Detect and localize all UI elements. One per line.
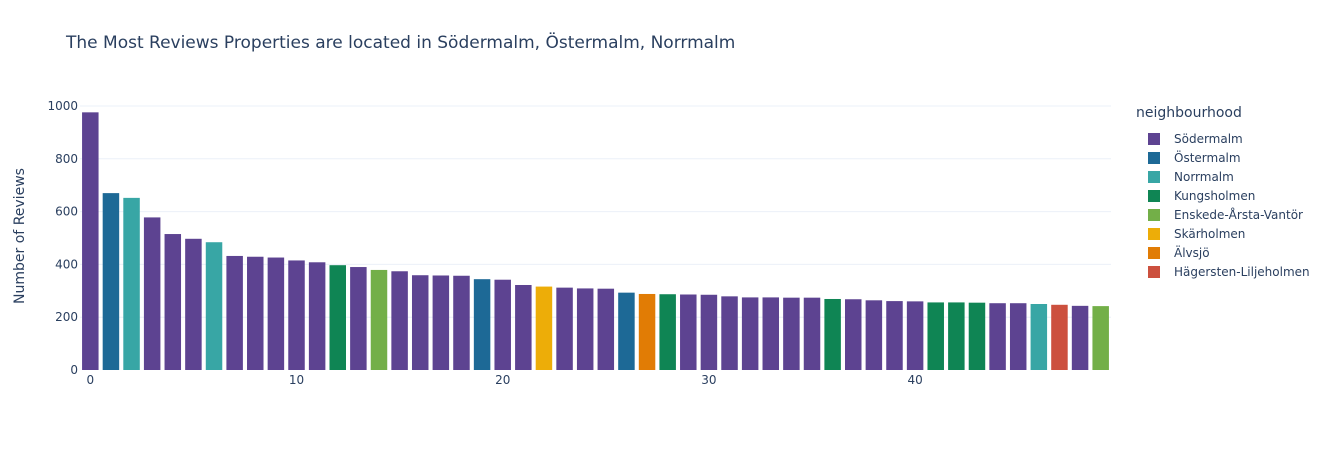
bar[interactable] bbox=[968, 302, 986, 370]
bar[interactable] bbox=[1051, 304, 1068, 370]
legend-swatch bbox=[1148, 246, 1160, 259]
bar[interactable] bbox=[659, 294, 676, 370]
x-tick-label: 30 bbox=[701, 373, 716, 387]
bar[interactable] bbox=[886, 301, 903, 370]
bar[interactable] bbox=[247, 256, 264, 370]
legend-swatch bbox=[1148, 227, 1160, 240]
bar[interactable] bbox=[205, 242, 223, 370]
legend-item[interactable]: Enskede-Årsta-Vantör bbox=[1136, 205, 1310, 224]
legend-label: Hägersten-Liljeholmen bbox=[1174, 264, 1310, 279]
bar[interactable] bbox=[865, 300, 883, 370]
bar[interactable] bbox=[123, 197, 140, 370]
bar[interactable] bbox=[845, 299, 862, 370]
y-tick-label: 400 bbox=[55, 257, 78, 271]
bar[interactable] bbox=[82, 112, 99, 370]
y-tick-label: 800 bbox=[55, 152, 78, 166]
bar[interactable] bbox=[494, 279, 511, 370]
bar[interactable] bbox=[370, 269, 388, 370]
x-tick-label: 0 bbox=[86, 373, 94, 387]
y-tick-label: 1000 bbox=[47, 99, 78, 113]
bar[interactable] bbox=[143, 217, 161, 370]
bar[interactable] bbox=[391, 271, 408, 370]
bar[interactable] bbox=[185, 238, 202, 370]
legend-label: Älvsjö bbox=[1174, 245, 1210, 260]
y-tick-label: 0 bbox=[70, 363, 78, 377]
legend-item[interactable]: Kungsholmen bbox=[1136, 186, 1310, 205]
legend: neighbourhood Södermalm Östermalm Norrmalm… bbox=[1136, 105, 1310, 281]
bar[interactable] bbox=[1030, 304, 1048, 370]
legend-title: neighbourhood bbox=[1136, 105, 1242, 121]
x-tick-label: 20 bbox=[495, 373, 510, 387]
bar[interactable] bbox=[453, 275, 470, 370]
bars bbox=[82, 112, 1109, 370]
legend-swatch bbox=[1148, 132, 1160, 145]
bar[interactable] bbox=[638, 293, 656, 370]
bar[interactable] bbox=[102, 193, 120, 370]
legend-items: Södermalm Östermalm Norrmalm Kungsholmen Ens… bbox=[1136, 129, 1310, 281]
legend-swatch bbox=[1148, 265, 1160, 278]
bar[interactable] bbox=[1009, 303, 1027, 370]
x-tick-label: 40 bbox=[907, 373, 922, 387]
x-tick-labels: 0 10 20 30 40 bbox=[86, 373, 922, 387]
bar[interactable] bbox=[618, 292, 635, 370]
bar[interactable] bbox=[267, 257, 285, 370]
legend-label: Östermalm bbox=[1174, 150, 1241, 165]
bar[interactable] bbox=[721, 296, 738, 370]
legend-item[interactable]: Norrmalm bbox=[1136, 167, 1310, 186]
bar[interactable] bbox=[576, 288, 594, 370]
bar[interactable] bbox=[1092, 306, 1109, 370]
legend-item[interactable]: Östermalm bbox=[1136, 148, 1310, 167]
bar[interactable] bbox=[226, 255, 243, 370]
legend-swatch bbox=[1148, 170, 1160, 183]
bar[interactable] bbox=[350, 267, 367, 370]
y-tick-label: 600 bbox=[55, 205, 78, 219]
bar[interactable] bbox=[308, 262, 326, 370]
bar[interactable] bbox=[927, 302, 944, 370]
bar[interactable] bbox=[700, 294, 718, 370]
y-tick-labels: 0 200 400 600 800 1000 bbox=[47, 99, 78, 377]
bar[interactable] bbox=[803, 297, 821, 370]
legend-item[interactable]: Hägersten-Liljeholmen bbox=[1136, 262, 1310, 281]
bar[interactable] bbox=[783, 297, 800, 370]
legend-label: Södermalm bbox=[1174, 131, 1243, 146]
legend-item[interactable]: Älvsjö bbox=[1136, 243, 1310, 262]
bar[interactable] bbox=[597, 288, 615, 370]
legend-item[interactable]: Södermalm bbox=[1136, 129, 1310, 148]
legend-label: Kungsholmen bbox=[1174, 188, 1256, 203]
x-tick-label: 10 bbox=[289, 373, 304, 387]
bar[interactable] bbox=[288, 260, 305, 370]
legend-item[interactable]: Skärholmen bbox=[1136, 224, 1310, 243]
bar[interactable] bbox=[411, 275, 429, 370]
bar[interactable] bbox=[556, 287, 573, 370]
legend-label: Norrmalm bbox=[1174, 169, 1234, 184]
bar[interactable] bbox=[432, 275, 450, 370]
bar[interactable] bbox=[535, 286, 553, 370]
legend-label: Skärholmen bbox=[1174, 226, 1246, 241]
bar[interactable] bbox=[948, 302, 965, 370]
legend-swatch bbox=[1148, 151, 1160, 164]
bar[interactable] bbox=[329, 265, 346, 370]
bar[interactable] bbox=[680, 294, 697, 370]
legend-label: Enskede-Årsta-Vantör bbox=[1174, 207, 1303, 222]
bar[interactable] bbox=[741, 297, 759, 370]
bar[interactable] bbox=[824, 298, 841, 370]
bar[interactable] bbox=[1071, 305, 1089, 370]
bar[interactable] bbox=[515, 284, 532, 370]
chart-title: The Most Reviews Properties are located … bbox=[66, 33, 736, 53]
bar[interactable] bbox=[473, 279, 491, 370]
bar[interactable] bbox=[906, 301, 924, 370]
y-tick-label: 200 bbox=[55, 310, 78, 324]
bar[interactable] bbox=[989, 303, 1006, 370]
bar[interactable] bbox=[762, 297, 780, 370]
bar[interactable] bbox=[164, 234, 182, 370]
legend-swatch bbox=[1148, 208, 1160, 221]
legend-swatch bbox=[1148, 189, 1160, 202]
